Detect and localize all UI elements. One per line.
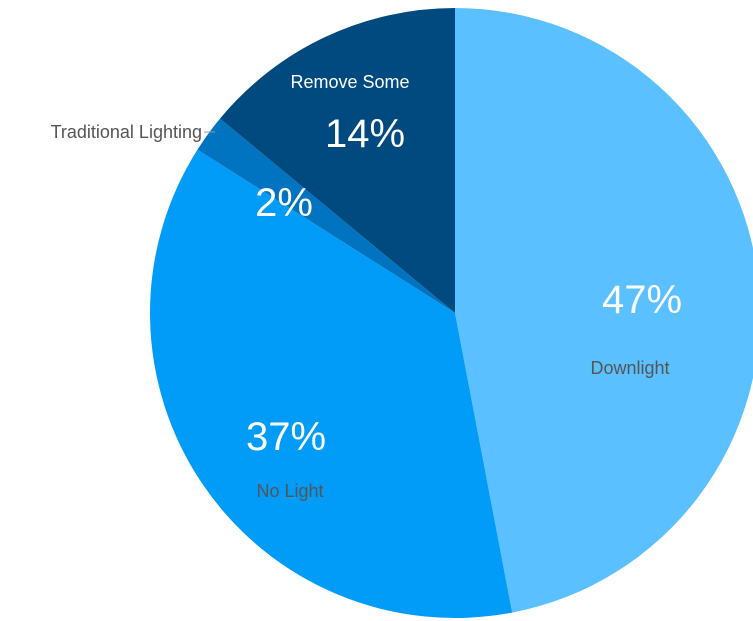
downlight-percent-label: 47% (602, 278, 682, 322)
pie-slice-traditional-lighting (197, 118, 455, 313)
pie-slices (149, 8, 753, 619)
pie-slice-remove-some (219, 8, 455, 313)
pie-slice-no-light (149, 149, 513, 619)
downlight-category-label: Downlight (590, 358, 669, 378)
remove-some-percent-label: 14% (325, 112, 405, 156)
no-light-category-label: No Light (256, 481, 323, 501)
pie-slice-downlight (455, 8, 753, 613)
remove-some-category-label: Remove Some (290, 72, 409, 92)
traditional-lighting-percent-label: 2% (255, 181, 313, 225)
traditional-lighting-category-label: Traditional Lighting (51, 122, 202, 142)
no-light-percent-label: 37% (246, 415, 326, 459)
